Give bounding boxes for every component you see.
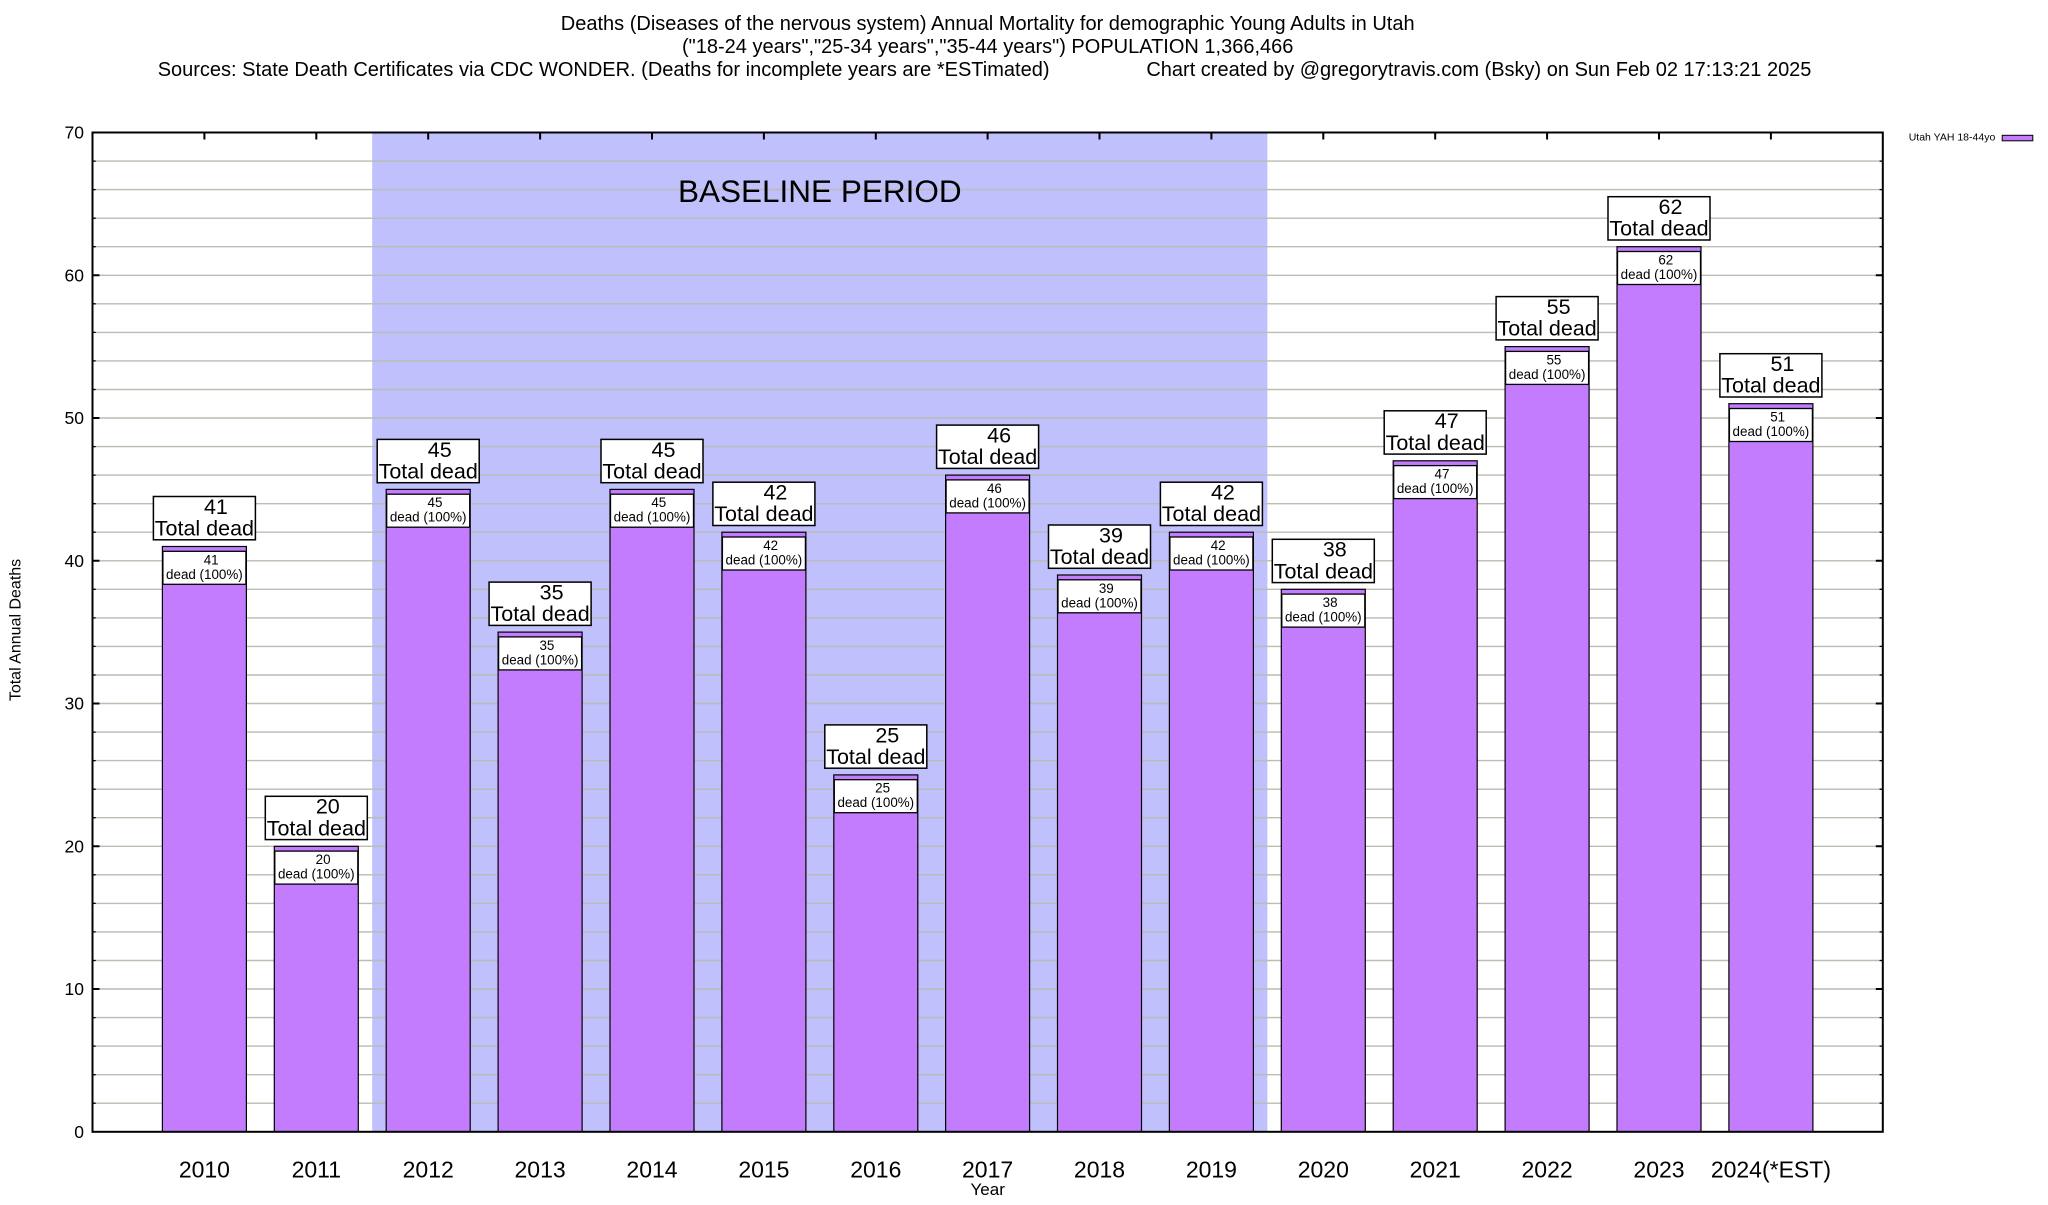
svg-text:Total dead: Total dead <box>267 816 366 840</box>
svg-text:42: 42 <box>1211 481 1235 505</box>
svg-text:30: 30 <box>65 694 85 714</box>
svg-text:38: 38 <box>1323 595 1338 610</box>
svg-text:38: 38 <box>1323 538 1347 562</box>
svg-text:Total dead: Total dead <box>155 517 254 541</box>
svg-text:2014: 2014 <box>626 1157 677 1183</box>
svg-text:Total Annual Deaths: Total Annual Deaths <box>8 559 25 701</box>
svg-text:Total dead: Total dead <box>1050 545 1149 569</box>
svg-text:55: 55 <box>1547 295 1571 319</box>
svg-text:45: 45 <box>428 495 443 510</box>
svg-text:2017: 2017 <box>962 1157 1013 1183</box>
svg-text:Total dead: Total dead <box>1386 431 1485 455</box>
svg-text:dead (100%): dead (100%) <box>1061 595 1138 610</box>
svg-text:35: 35 <box>539 638 554 653</box>
svg-text:42: 42 <box>763 538 778 553</box>
svg-text:46: 46 <box>987 424 1011 448</box>
svg-text:2023: 2023 <box>1633 1157 1684 1183</box>
svg-text:41: 41 <box>204 552 219 567</box>
svg-text:62: 62 <box>1658 253 1673 268</box>
svg-text:2018: 2018 <box>1074 1157 1125 1183</box>
svg-text:Total dead: Total dead <box>602 459 701 483</box>
svg-text:Year: Year <box>971 1180 1006 1199</box>
svg-text:46: 46 <box>987 481 1002 496</box>
svg-text:70: 70 <box>65 123 85 143</box>
svg-text:dead (100%): dead (100%) <box>390 510 467 525</box>
svg-text:35: 35 <box>540 581 564 605</box>
svg-text:Sources: State Death Certifica: Sources: State Death Certificates via CD… <box>158 59 1050 81</box>
svg-text:Total dead: Total dead <box>1609 217 1708 241</box>
svg-text:45: 45 <box>651 495 666 510</box>
svg-text:40: 40 <box>65 551 85 571</box>
svg-text:2011: 2011 <box>292 1157 341 1183</box>
svg-text:2020: 2020 <box>1298 1157 1349 1183</box>
svg-text:20: 20 <box>316 795 340 819</box>
svg-text:2010: 2010 <box>179 1157 230 1183</box>
svg-text:dead (100%): dead (100%) <box>166 567 243 582</box>
svg-text:42: 42 <box>763 481 787 505</box>
svg-text:BASELINE PERIOD: BASELINE PERIOD <box>678 173 962 209</box>
svg-text:45: 45 <box>652 438 676 462</box>
svg-text:Total dead: Total dead <box>490 602 589 626</box>
svg-text:dead (100%): dead (100%) <box>726 553 803 568</box>
svg-text:2021: 2021 <box>1410 1157 1461 1183</box>
svg-text:dead (100%): dead (100%) <box>278 867 355 882</box>
svg-text:Chart created by @gregorytravi: Chart created by @gregorytravis.com (Bsk… <box>1146 59 1811 81</box>
svg-text:Total dead: Total dead <box>714 502 813 526</box>
svg-text:Total dead: Total dead <box>1274 559 1373 583</box>
svg-text:2016: 2016 <box>850 1157 901 1183</box>
svg-text:Total dead: Total dead <box>379 459 478 483</box>
svg-text:60: 60 <box>65 265 85 285</box>
svg-text:47: 47 <box>1435 467 1450 482</box>
svg-text:Deaths (Diseases of the nervou: Deaths (Diseases of the nervous system) … <box>561 13 1415 35</box>
svg-text:2013: 2013 <box>515 1157 566 1183</box>
svg-text:62: 62 <box>1659 195 1683 219</box>
svg-text:10: 10 <box>65 979 85 999</box>
svg-text:dead (100%): dead (100%) <box>502 652 579 667</box>
svg-text:51: 51 <box>1770 352 1794 376</box>
svg-text:2019: 2019 <box>1186 1157 1237 1183</box>
svg-text:39: 39 <box>1099 523 1123 547</box>
svg-text:Total dead: Total dead <box>826 745 925 769</box>
svg-text:45: 45 <box>428 438 452 462</box>
svg-text:dead (100%): dead (100%) <box>614 510 691 525</box>
svg-text:55: 55 <box>1546 352 1561 367</box>
svg-text:39: 39 <box>1099 581 1114 596</box>
svg-text:42: 42 <box>1211 538 1226 553</box>
svg-text:41: 41 <box>204 495 228 519</box>
svg-text:2015: 2015 <box>738 1157 789 1183</box>
svg-text:2012: 2012 <box>403 1157 454 1183</box>
svg-text:25: 25 <box>875 723 899 747</box>
svg-text:2024(*EST): 2024(*EST) <box>1711 1157 1831 1183</box>
svg-text:dead (100%): dead (100%) <box>837 795 914 810</box>
svg-text:Total dead: Total dead <box>1721 374 1820 398</box>
svg-text:0: 0 <box>74 1122 84 1142</box>
svg-text:20: 20 <box>316 852 331 867</box>
svg-text:51: 51 <box>1770 410 1785 425</box>
svg-text:dead (100%): dead (100%) <box>1733 424 1810 439</box>
svg-text:dead (100%): dead (100%) <box>1285 610 1362 625</box>
svg-text:Total dead: Total dead <box>1497 317 1596 341</box>
svg-text:2022: 2022 <box>1522 1157 1573 1183</box>
svg-text:("18-24 years","25-34 years",": ("18-24 years","25-34 years","35-44 year… <box>682 36 1293 58</box>
svg-text:Utah YAH 18-44yo: Utah YAH 18-44yo <box>1909 131 1996 143</box>
svg-text:dead (100%): dead (100%) <box>1621 267 1698 282</box>
svg-text:dead (100%): dead (100%) <box>1173 553 1250 568</box>
svg-text:47: 47 <box>1435 409 1459 433</box>
svg-text:dead (100%): dead (100%) <box>1397 481 1474 496</box>
svg-text:20: 20 <box>65 836 85 856</box>
svg-text:dead (100%): dead (100%) <box>949 495 1026 510</box>
svg-text:dead (100%): dead (100%) <box>1509 367 1586 382</box>
svg-text:50: 50 <box>65 408 85 428</box>
svg-text:Total dead: Total dead <box>938 445 1037 469</box>
svg-text:25: 25 <box>875 781 890 796</box>
svg-text:Total dead: Total dead <box>1162 502 1261 526</box>
